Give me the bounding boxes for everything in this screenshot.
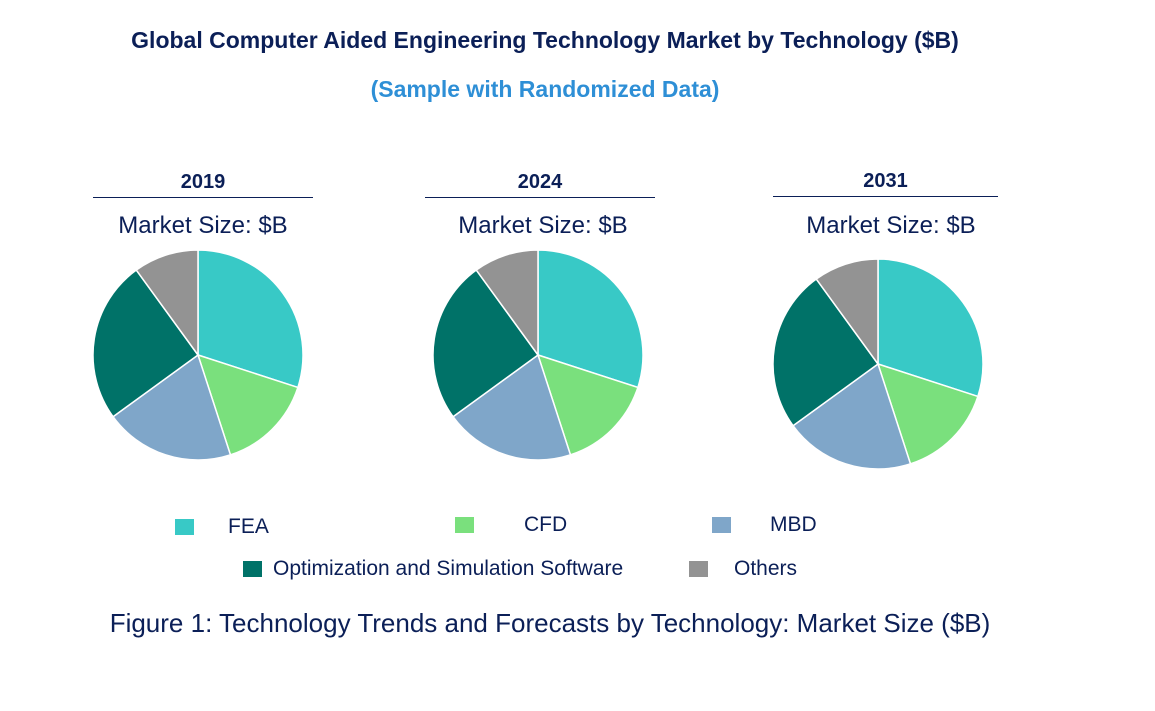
- legend-label-mbd: MBD: [770, 513, 817, 536]
- figure-caption: Figure 1: Technology Trends and Forecast…: [109, 608, 991, 638]
- chart-title: Global Computer Aided Engineering Techno…: [131, 27, 959, 53]
- legend-label-fea: FEA: [228, 515, 269, 538]
- legend-item-others: Others: [689, 557, 797, 581]
- legend-label-others: Others: [734, 557, 798, 580]
- pie-2024-market-size: Market Size: $B: [458, 212, 628, 239]
- pie-2024: [432, 249, 644, 461]
- pie-2031: [772, 258, 984, 470]
- legend-item-cfd: CFD: [455, 513, 567, 537]
- legend-item-fea: FEA: [175, 515, 269, 539]
- pie-2019-slice-fea: [197, 249, 304, 389]
- legend-swatch-optimization: [243, 561, 262, 577]
- pie-2019: [92, 249, 304, 461]
- pie-2031-market-size: Market Size: $B: [806, 212, 976, 239]
- legend-swatch-fea: [175, 519, 194, 535]
- pie-2031-slice-mbd: [792, 362, 912, 470]
- pie-2031-slice-optimization-and-simulation-software: [772, 278, 880, 427]
- pie-2031-slice-fea: [877, 258, 984, 398]
- pie-2019-slice-optimization-and-simulation-software: [92, 269, 200, 418]
- legend-item-mbd: MBD: [712, 513, 817, 537]
- legend-swatch-cfd: [455, 517, 474, 533]
- pie-2024-slice-optimization-and-simulation-software: [432, 269, 540, 418]
- legend-label-optimization: Optimization and Simulation Software: [273, 557, 624, 580]
- pie-2019-market-size: Market Size: $B: [118, 212, 288, 239]
- chart-subtitle: (Sample with Randomized Data): [370, 76, 720, 102]
- pie-2031-year: 2031: [773, 170, 998, 197]
- pie-2024-year: 2024: [425, 171, 655, 198]
- pie-2024-slice-mbd: [452, 353, 572, 461]
- pie-2019-year: 2019: [93, 171, 313, 198]
- legend-label-cfd: CFD: [524, 513, 568, 536]
- legend-swatch-others: [689, 561, 708, 577]
- legend-item-optimization: Optimization and Simulation Software: [243, 557, 623, 581]
- pie-2031-slice-others: [815, 258, 879, 367]
- pie-2024-slice-fea: [537, 249, 644, 389]
- pie-2024-slice-others: [475, 249, 539, 358]
- pie-2019-slice-others: [135, 249, 199, 358]
- legend-swatch-mbd: [712, 517, 731, 533]
- pie-2019-slice-mbd: [112, 353, 232, 461]
